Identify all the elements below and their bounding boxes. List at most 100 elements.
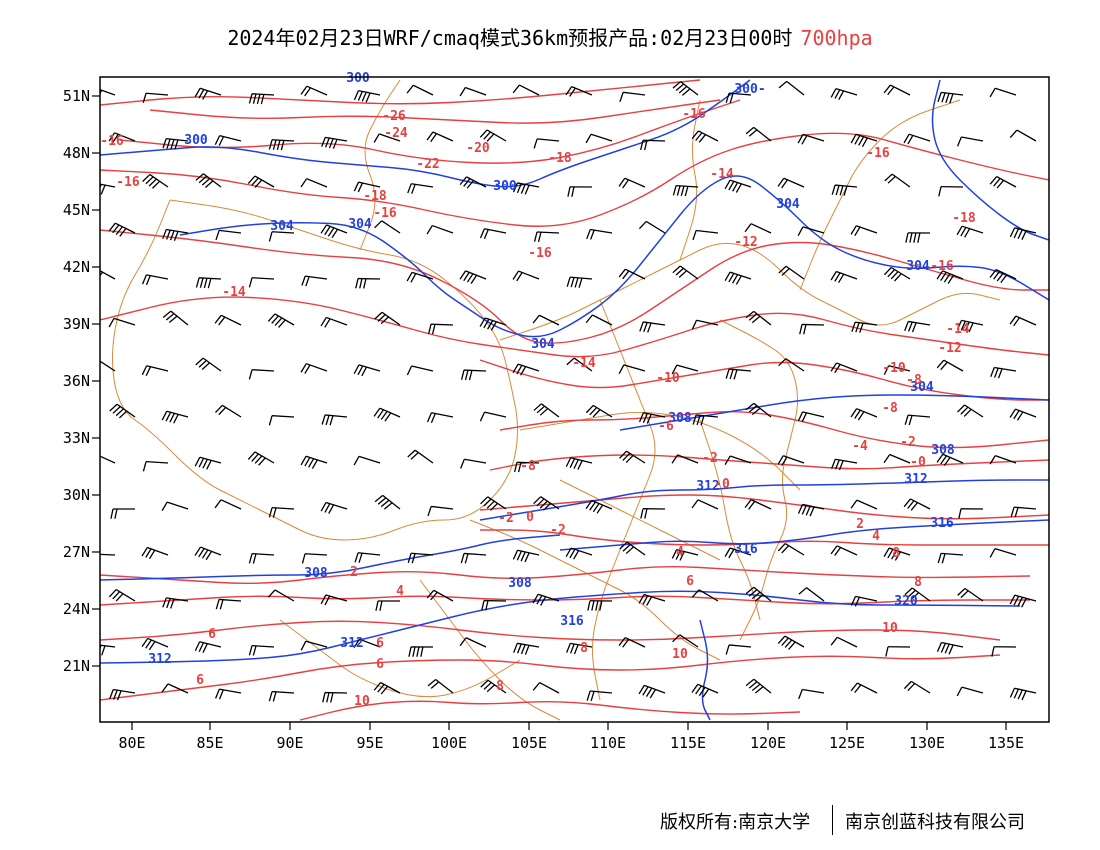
height-contour	[559, 519, 1049, 551]
wind-barb	[533, 138, 560, 149]
wind-barb	[512, 182, 540, 195]
wind-barb	[161, 683, 189, 694]
wind-barb	[321, 136, 348, 149]
lat-tick-label: 27N	[63, 543, 90, 561]
wind-barb	[268, 690, 295, 702]
height-label: 304	[910, 380, 934, 395]
wind-barb	[905, 232, 931, 243]
temperature-label: -14	[222, 285, 246, 300]
wind-barb	[100, 553, 116, 556]
temperature-label: 0	[526, 510, 534, 525]
temperature-label: 8	[914, 575, 922, 590]
wind-barb	[883, 547, 911, 561]
wind-barb	[585, 404, 613, 418]
wind-barb	[300, 640, 328, 651]
wind-barb	[1009, 594, 1037, 608]
height-contour	[100, 590, 1021, 664]
lon-tick-label: 115E	[670, 734, 706, 752]
wind-barb	[884, 173, 911, 188]
wind-barb	[108, 589, 136, 602]
copyright-text: 版权所有:南京大学	[660, 812, 811, 833]
wind-barb	[532, 314, 560, 326]
wind-barb	[850, 499, 878, 510]
height-label: 304	[531, 337, 555, 352]
wind-barb	[301, 275, 328, 287]
isotherm	[499, 410, 1049, 449]
wind-barb	[373, 682, 401, 695]
wind-barb	[459, 176, 487, 189]
temperature-label: -16	[682, 107, 706, 122]
wind-barb	[532, 593, 560, 606]
wind-barb	[426, 589, 454, 602]
wind-barb	[883, 266, 911, 282]
wind-barb	[672, 184, 699, 197]
wind-barb	[618, 364, 646, 375]
isotherm	[119, 99, 741, 164]
wind-barb	[512, 270, 540, 282]
wind-barb	[745, 126, 772, 142]
wind-barb	[108, 317, 136, 328]
wind-barb	[514, 461, 540, 473]
wind-barb	[162, 597, 189, 609]
border-line	[519, 412, 801, 491]
wind-barb	[460, 552, 487, 564]
isotherm	[299, 700, 801, 721]
wind-barb	[883, 365, 911, 376]
wind-barb	[958, 508, 984, 519]
wind-barb	[141, 274, 169, 286]
temperature-label: -14	[710, 167, 734, 182]
wind-barb	[248, 552, 275, 564]
temperature-label: -16	[866, 146, 890, 161]
wind-barb	[109, 688, 136, 701]
wind-barb	[408, 646, 434, 657]
border-line	[469, 519, 721, 661]
map-axes: 80E 85E 90E 95E 100E 105E 110E 115E 120E 125E 130E…	[63, 87, 1024, 752]
lon-tick-label: 100E	[431, 734, 467, 752]
wind-barb	[322, 691, 348, 703]
wind-barb	[936, 641, 964, 655]
temperature-label: -0	[714, 477, 730, 492]
wind-barb	[355, 277, 381, 289]
wind-barb	[671, 454, 699, 464]
temperature-label: -22	[416, 157, 439, 172]
temperature-label: -12	[938, 341, 961, 356]
wind-barb	[214, 404, 242, 418]
wind-barb	[373, 133, 401, 143]
title-text: 2024年02月23日WRF/cmaq模式36km预报产品:02月23日00时	[227, 26, 793, 50]
wind-barb	[459, 637, 487, 648]
wind-barb	[619, 541, 646, 556]
wind-barb	[1009, 687, 1037, 701]
border-line	[499, 242, 1001, 341]
temperature-label: -2	[498, 511, 514, 526]
temperature-label: -4	[852, 439, 868, 454]
temperature-label: -24	[384, 126, 408, 141]
wind-barb	[100, 455, 116, 464]
wind-barb	[406, 271, 434, 283]
wind-barb	[744, 499, 772, 510]
wind-barb	[640, 139, 666, 151]
lat-tick-label: 21N	[63, 657, 90, 675]
wind-barb	[724, 455, 752, 465]
wind-barb	[936, 270, 964, 284]
wind-barb	[989, 268, 1017, 284]
wind-barb	[162, 310, 189, 326]
wind-barb	[638, 220, 666, 234]
wind-barb	[585, 314, 613, 326]
wind-barb	[533, 403, 560, 418]
temperature-label: 8	[892, 546, 900, 561]
wind-barb	[638, 593, 666, 606]
wind-barb	[141, 365, 169, 377]
footer-divider	[832, 805, 833, 835]
wind-barb	[936, 453, 964, 466]
wind-barb	[353, 455, 381, 466]
height-label: 316	[930, 516, 954, 531]
wind-barb	[247, 175, 275, 188]
temperature-label: -26	[382, 109, 406, 124]
lon-tick-label: 125E	[829, 734, 865, 752]
wind-barb	[353, 90, 381, 103]
wind-barb	[565, 86, 593, 97]
temperature-label: -16	[528, 246, 552, 261]
wind-barb	[248, 644, 275, 656]
wind-barb	[353, 181, 381, 193]
lon-tick-label: 105E	[511, 734, 547, 752]
